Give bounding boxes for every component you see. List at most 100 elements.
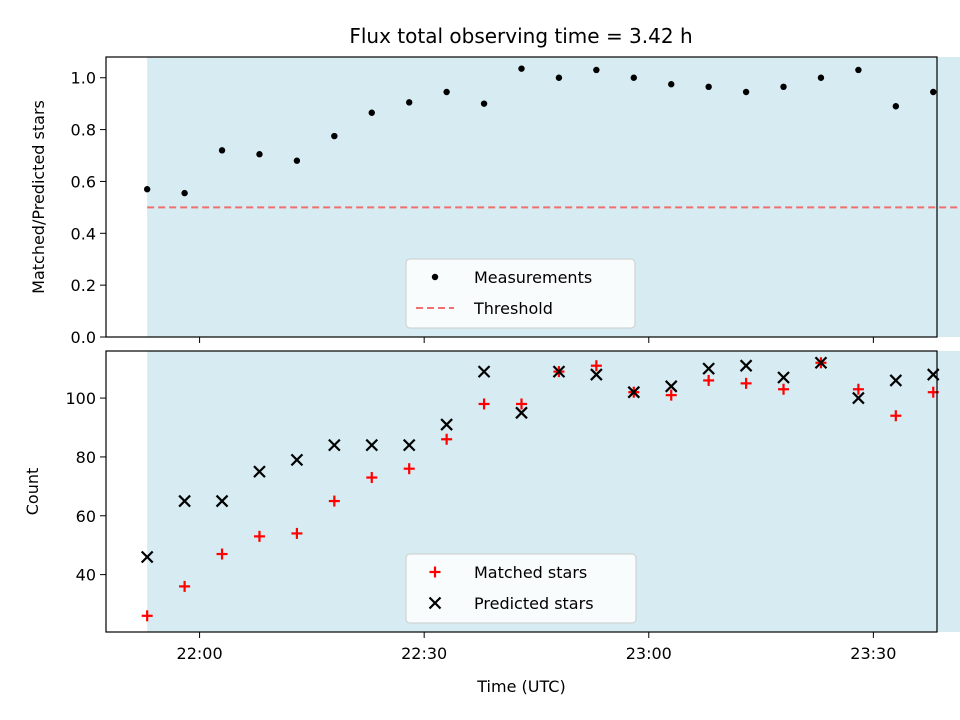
measurement-point [293, 157, 301, 164]
matched-star-point [441, 433, 453, 445]
measurement-point [817, 74, 825, 81]
predicted-star-point [440, 418, 453, 431]
legend-entry-label: Measurements [474, 268, 592, 287]
y-axis-label: Matched/Predicted stars [29, 100, 48, 294]
predicted-star-point [702, 362, 715, 375]
y-tick-label: 0.0 [71, 328, 96, 347]
predicted-star-point [253, 465, 266, 478]
predicted-star-point [178, 494, 191, 508]
plot-frame [105, 56, 938, 338]
predicted-star-point [328, 438, 341, 452]
legend: Measurements Threshold [405, 258, 636, 329]
legend: Matched stars Predicted stars [405, 553, 637, 624]
matched-star-point [328, 495, 340, 507]
predicted-star-point [889, 374, 903, 387]
measurement-point [256, 151, 263, 158]
measurement-point [406, 99, 413, 106]
predicted-star-point [290, 453, 304, 467]
matched-star-point [141, 610, 153, 622]
matched-star-point [665, 389, 677, 401]
measurement-point [705, 83, 712, 91]
y-ticks: 0.0 0.2 0.4 0.6 0.8 1.0 [71, 69, 106, 347]
measurement-point [518, 65, 525, 72]
measurement-point [143, 186, 151, 193]
y-tick-label: 1.0 [71, 69, 96, 88]
predicted-star-point [627, 385, 641, 399]
measurement-point [668, 81, 675, 88]
y-axis-label: Count [23, 468, 42, 516]
measurement-point [593, 66, 600, 74]
plot-frame [105, 350, 938, 633]
matched-star-point [703, 374, 715, 386]
predicted-star-point [215, 494, 229, 508]
predicted-star-point [402, 438, 416, 452]
predicted-star-point [664, 380, 678, 393]
y-tick-label: 0.6 [71, 172, 96, 191]
y-tick-label: 0.8 [71, 121, 96, 140]
matched-star-point [740, 377, 752, 389]
y-tick-label: 100 [65, 389, 96, 408]
predicted-star-point [590, 368, 603, 381]
legend-entry-label: Threshold [473, 299, 553, 318]
legend-entry-label: Predicted stars [474, 594, 594, 613]
matched-star-point [366, 472, 378, 484]
y-tick-label: 40 [76, 566, 96, 585]
measurement-point [855, 66, 862, 74]
x-axis-label: Time (UTC) [476, 677, 565, 696]
matched-star-point [890, 410, 902, 422]
predicted-star-point [739, 359, 753, 372]
legend-box [405, 258, 636, 329]
matched-star-point [179, 580, 191, 592]
matched-star-point [216, 548, 228, 560]
x-tick-label: 23:30 [850, 644, 896, 663]
matched-star-point [778, 383, 790, 395]
matched-star-point [403, 463, 415, 475]
measurement-marks [143, 65, 960, 209]
y-tick-label: 80 [76, 448, 96, 467]
measurement-point [218, 147, 226, 154]
y-tick-label: 60 [76, 507, 96, 526]
measurement-point [780, 83, 787, 91]
matched-star-point [852, 383, 864, 395]
matched-star-point [590, 360, 602, 372]
x-tick-label: 22:00 [177, 644, 223, 663]
matched-star-point [253, 530, 265, 542]
matched-star-point [478, 398, 490, 410]
measurement-point [181, 189, 188, 197]
measurement-point [480, 100, 488, 107]
predicted-star-point [814, 356, 828, 370]
measurement-point [930, 88, 937, 96]
predicted-star-point [140, 550, 154, 564]
chart-title: Flux total observing time = 3.42 h [349, 24, 692, 48]
x-ticks [199, 337, 874, 343]
x-tick-label: 22:30 [401, 644, 447, 663]
measurement-point [630, 74, 637, 81]
measurement-point [443, 88, 450, 96]
matched-star-point [291, 527, 303, 539]
x-tick-label: 23:00 [626, 644, 672, 663]
legend-marker-swatch [428, 596, 442, 610]
y-tick-label: 0.2 [71, 276, 96, 295]
top-panel: 0.0 0.2 0.4 0.6 0.8 1.0 Matched/Predicted sta… [29, 56, 960, 347]
matched-star-point [516, 398, 527, 410]
y-tick-label: 0.4 [71, 224, 96, 243]
predicted-star-point [852, 391, 865, 405]
legend-box [405, 553, 637, 624]
measurement-point [331, 132, 338, 140]
measurement-point [892, 103, 900, 110]
predicted-star-point [477, 365, 491, 378]
measurement-point [368, 109, 375, 116]
predicted-star-point [365, 438, 379, 452]
count-marks [140, 356, 940, 622]
legend-marker-swatch [429, 566, 441, 578]
measurement-point [742, 88, 750, 96]
predicted-star-point [777, 371, 790, 384]
predicted-star-point [552, 365, 566, 378]
legend-marker-swatch [431, 273, 439, 281]
predicted-star-point [515, 406, 528, 420]
y-ticks: 40 60 80 100 [65, 389, 106, 585]
measurement-point [555, 74, 563, 81]
